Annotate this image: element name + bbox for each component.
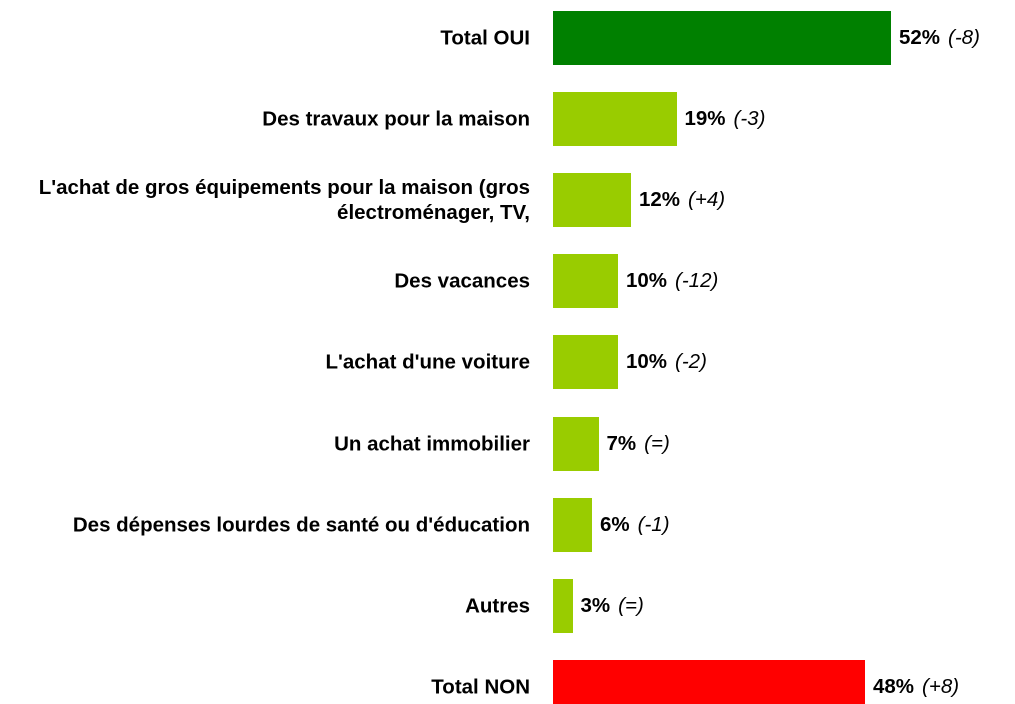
change-label: (=) <box>644 431 670 455</box>
change-label: (-1) <box>637 512 670 536</box>
value-label-group: 19% (-3) <box>685 107 766 131</box>
category-label: Des vacances <box>394 269 530 293</box>
category-label: Total OUI <box>440 26 530 50</box>
bar <box>553 11 891 65</box>
category-label: Un achat immobilier <box>334 432 530 455</box>
value-label: 10% <box>626 269 668 293</box>
change-label: (+8) <box>922 674 960 698</box>
change-label: (-8) <box>948 26 980 49</box>
value-label-group: 48% (+8) <box>873 675 959 699</box>
bar <box>553 92 677 147</box>
bar <box>553 254 618 309</box>
value-label: 6% <box>600 512 630 536</box>
value-label: 12% <box>639 188 681 212</box>
value-label: 52% <box>899 26 941 49</box>
value-label-group: 10% (-2) <box>626 350 707 374</box>
change-label: (=) <box>618 593 644 617</box>
bar <box>553 659 865 704</box>
value-label: 10% <box>626 350 668 374</box>
value-label-group: 7% (=) <box>607 432 670 456</box>
value-label: 48% <box>873 674 915 698</box>
category-label: L'achat de gros équipements pour la mais… <box>38 176 530 225</box>
category-label: Total NON <box>431 675 530 699</box>
value-label-group: 52% (-8) <box>899 26 980 50</box>
value-label-group: 6% (-1) <box>600 513 670 537</box>
value-label-group: 3% (=) <box>581 594 644 618</box>
category-label: Des dépenses lourdes de santé ou d'éduca… <box>72 513 530 537</box>
category-label: Autres <box>465 594 530 618</box>
change-label: (+4) <box>688 188 726 212</box>
bar <box>553 416 599 471</box>
category-label: L'achat d'une voiture <box>325 350 530 374</box>
value-label: 7% <box>606 431 637 455</box>
value-label: 3% <box>580 593 611 617</box>
value-label-group: 10% (-12) <box>626 269 718 293</box>
change-label: (-12) <box>675 269 719 293</box>
value-label-group: 12% (+4) <box>639 188 725 212</box>
value-label: 19% <box>684 107 726 131</box>
change-label: (-3) <box>733 107 766 131</box>
bar <box>553 497 592 552</box>
bar <box>553 173 631 228</box>
bar <box>553 578 573 633</box>
change-label: (-2) <box>675 350 707 374</box>
category-label: Des travaux pour la maison <box>262 107 530 131</box>
bar <box>553 335 618 390</box>
